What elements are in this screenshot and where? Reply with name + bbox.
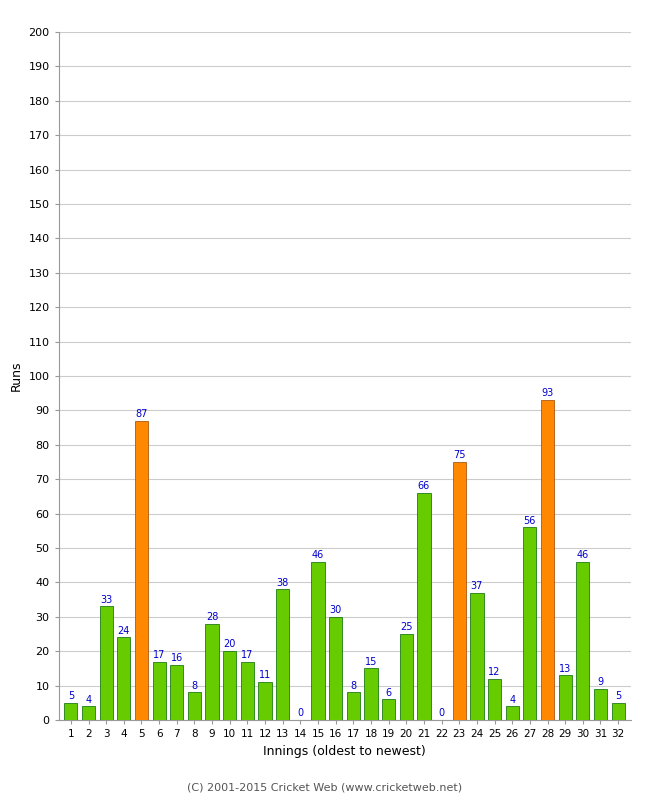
Bar xyxy=(170,665,183,720)
Text: 17: 17 xyxy=(241,650,254,660)
Text: 0: 0 xyxy=(439,708,445,718)
Bar xyxy=(240,662,254,720)
Bar xyxy=(153,662,166,720)
Bar xyxy=(329,617,343,720)
Text: 46: 46 xyxy=(577,550,589,560)
Bar xyxy=(471,593,484,720)
Text: 38: 38 xyxy=(277,578,289,587)
Bar xyxy=(117,638,131,720)
Bar xyxy=(576,562,590,720)
Text: 20: 20 xyxy=(224,639,236,650)
Text: 11: 11 xyxy=(259,670,271,681)
Text: 24: 24 xyxy=(118,626,130,636)
Bar xyxy=(64,702,77,720)
Bar xyxy=(135,421,148,720)
Y-axis label: Runs: Runs xyxy=(10,361,23,391)
Text: 9: 9 xyxy=(597,678,604,687)
Text: 87: 87 xyxy=(135,409,148,419)
Text: 12: 12 xyxy=(488,667,500,677)
Bar xyxy=(400,634,413,720)
Text: 30: 30 xyxy=(330,605,342,615)
Bar xyxy=(205,624,218,720)
Text: 66: 66 xyxy=(418,482,430,491)
Text: 8: 8 xyxy=(350,681,356,690)
Bar xyxy=(558,675,572,720)
Bar xyxy=(365,669,378,720)
Bar xyxy=(382,699,395,720)
Text: 25: 25 xyxy=(400,622,413,632)
Text: 13: 13 xyxy=(559,663,571,674)
Bar xyxy=(417,493,430,720)
Text: 33: 33 xyxy=(100,594,112,605)
Text: 6: 6 xyxy=(385,688,392,698)
Bar xyxy=(523,527,536,720)
Bar xyxy=(506,706,519,720)
Text: 93: 93 xyxy=(541,388,554,398)
Bar xyxy=(223,651,237,720)
Text: 4: 4 xyxy=(509,694,515,705)
Text: 16: 16 xyxy=(171,654,183,663)
Text: 56: 56 xyxy=(524,516,536,526)
Bar xyxy=(541,400,554,720)
Text: 28: 28 xyxy=(206,612,218,622)
X-axis label: Innings (oldest to newest): Innings (oldest to newest) xyxy=(263,745,426,758)
Bar xyxy=(594,689,607,720)
Text: 17: 17 xyxy=(153,650,165,660)
Bar xyxy=(311,562,324,720)
Bar xyxy=(259,682,272,720)
Text: 5: 5 xyxy=(68,691,74,701)
Text: 0: 0 xyxy=(297,708,304,718)
Text: 5: 5 xyxy=(615,691,621,701)
Text: (C) 2001-2015 Cricket Web (www.cricketweb.net): (C) 2001-2015 Cricket Web (www.cricketwe… xyxy=(187,782,463,792)
Bar xyxy=(488,678,501,720)
Bar xyxy=(99,606,113,720)
Text: 37: 37 xyxy=(471,581,483,591)
Bar xyxy=(276,590,289,720)
Bar xyxy=(612,702,625,720)
Bar xyxy=(452,462,466,720)
Text: 8: 8 xyxy=(191,681,198,690)
Text: 4: 4 xyxy=(85,694,92,705)
Text: 15: 15 xyxy=(365,657,377,666)
Bar xyxy=(346,693,360,720)
Text: 75: 75 xyxy=(453,450,465,460)
Bar xyxy=(82,706,95,720)
Text: 46: 46 xyxy=(312,550,324,560)
Bar xyxy=(188,693,201,720)
